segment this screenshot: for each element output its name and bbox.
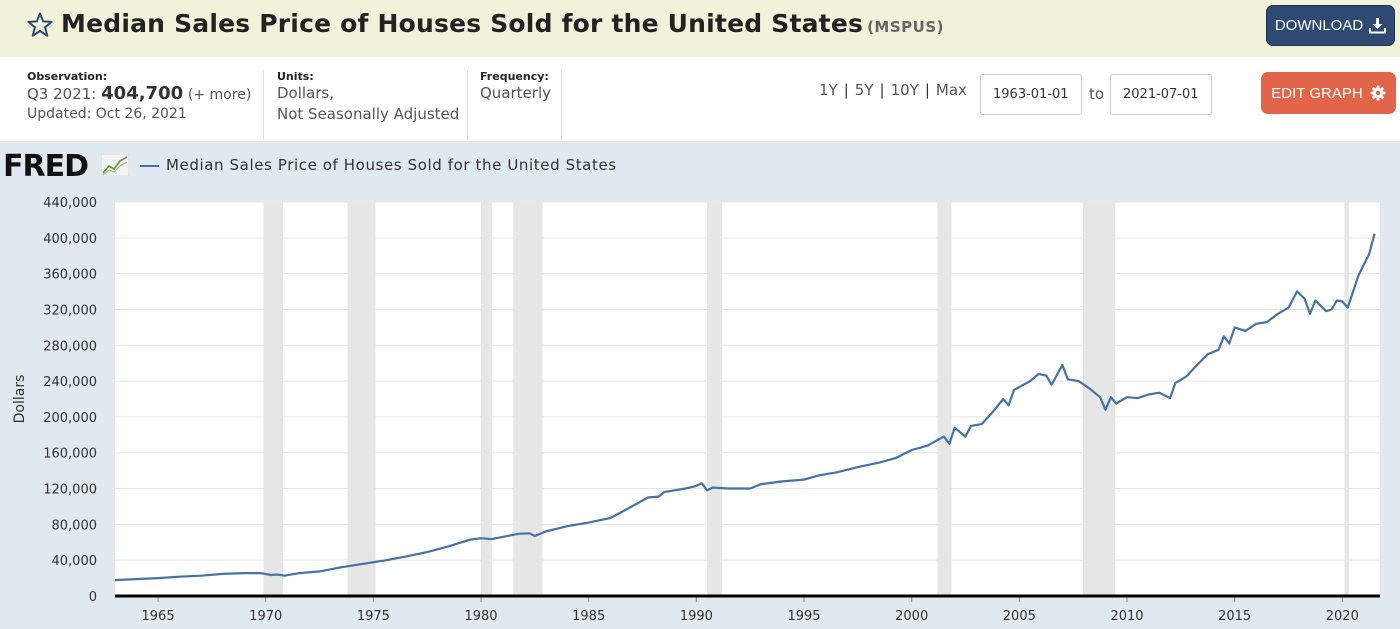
x-tick-label: 2005 <box>1003 609 1036 624</box>
observation-label: Observation: <box>27 70 108 83</box>
y-tick-label: 160,000 <box>43 447 97 462</box>
range-max[interactable]: Max <box>935 81 967 99</box>
observation-line: Q3 2021: 404,700 (+ more) <box>27 83 251 106</box>
units-line2: Not Seasonally Adjusted <box>277 105 460 123</box>
chart-legend: Median Sales Price of Houses Sold for th… <box>140 156 617 174</box>
y-tick-label: 320,000 <box>43 303 97 318</box>
x-tick-label: 2020 <box>1326 609 1359 624</box>
recession-band <box>513 202 543 596</box>
y-tick-label: 400,000 <box>43 232 97 247</box>
y-tick-label: 80,000 <box>52 518 98 533</box>
plot-background <box>115 202 1380 596</box>
y-tick-label: 360,000 <box>43 268 97 283</box>
x-tick-label: 1975 <box>357 609 390 624</box>
frequency-value: Quarterly <box>480 84 551 102</box>
y-axis-title: Dollars <box>12 375 28 424</box>
download-button[interactable]: DOWNLOAD <box>1266 5 1395 46</box>
observation-more-link[interactable]: (+ more) <box>187 87 252 103</box>
divider <box>467 70 468 140</box>
legend-swatch <box>140 164 159 167</box>
x-tick-label: 1995 <box>787 609 820 624</box>
gear-icon <box>1370 85 1386 101</box>
legend-label: Median Sales Price of Houses Sold for th… <box>166 156 617 174</box>
divider <box>263 70 264 140</box>
y-tick-label: 240,000 <box>43 375 97 390</box>
x-tick-label: 2015 <box>1218 609 1251 624</box>
frequency-block: Frequency: Quarterly <box>480 70 551 104</box>
download-icon <box>1369 18 1387 34</box>
download-label: DOWNLOAD <box>1274 17 1364 34</box>
to-label: to <box>1089 85 1105 103</box>
star-icon[interactable] <box>27 12 53 38</box>
y-tick-label: 200,000 <box>43 411 97 426</box>
frequency-label: Frequency: <box>480 70 549 83</box>
series-line <box>114 233 1376 582</box>
observation-period: Q3 2021: <box>27 85 97 103</box>
y-tick-label: 280,000 <box>43 339 97 354</box>
x-tick-label: 2000 <box>895 609 928 624</box>
divider <box>561 70 562 140</box>
title-bar: Median Sales Price of Houses Sold for th… <box>0 0 1400 57</box>
edit-graph-label: EDIT GRAPH <box>1271 84 1363 102</box>
y-tick-label: 440,000 <box>43 196 97 211</box>
chart-logo-icon <box>101 154 129 176</box>
x-tick-label: 1970 <box>249 609 282 624</box>
series-title: Median Sales Price of Houses Sold for th… <box>61 9 864 38</box>
updated-date: Updated: Oct 26, 2021 <box>27 106 187 122</box>
range-selector: 1Y | 5Y | 10Y | Max <box>819 81 967 99</box>
recession-band <box>347 202 376 596</box>
recession-band <box>707 202 723 596</box>
fred-logo[interactable]: FRED <box>3 149 89 184</box>
x-tick-label: 1985 <box>572 609 605 624</box>
x-tick-label: 2010 <box>1110 609 1143 624</box>
x-tick-label: 1990 <box>680 609 713 624</box>
series-metadata: Observation: Q3 2021: 404,700 (+ more) U… <box>0 57 1400 141</box>
units-block: Units: Dollars, Not Seasonally Adjusted <box>277 70 459 125</box>
recession-band <box>263 202 283 596</box>
edit-graph-button[interactable]: EDIT GRAPH <box>1261 72 1396 114</box>
series-code: (MSPUS) <box>867 18 944 36</box>
range-10y[interactable]: 10Y <box>890 81 919 99</box>
recession-band <box>1344 202 1349 596</box>
x-tick-label: 1965 <box>142 609 175 624</box>
observation-block: Observation: Q3 2021: 404,700 (+ more) U… <box>27 70 251 122</box>
y-tick-label: 40,000 <box>52 554 98 569</box>
range-5y[interactable]: 5Y <box>854 81 874 99</box>
chart-panel: FRED Median Sales Price of Houses Sold f… <box>0 141 1400 629</box>
observation-value: 404,700 <box>101 83 184 104</box>
range-1y[interactable]: 1Y <box>819 81 838 99</box>
units-label: Units: <box>277 70 314 83</box>
recession-band <box>937 202 952 596</box>
recession-band <box>481 202 492 596</box>
y-tick-label: 0 <box>89 590 97 605</box>
x-tick-label: 1980 <box>464 609 497 624</box>
units-line1: Dollars, <box>277 84 335 102</box>
start-date-input[interactable] <box>980 74 1082 115</box>
end-date-input[interactable] <box>1110 74 1212 115</box>
page-title: Median Sales Price of Houses Sold for th… <box>61 9 944 38</box>
line-chart: 0 40,000 80,000 120,000 160,000 200,000 240,00… <box>12 196 1380 624</box>
y-tick-label: 120,000 <box>43 483 97 498</box>
